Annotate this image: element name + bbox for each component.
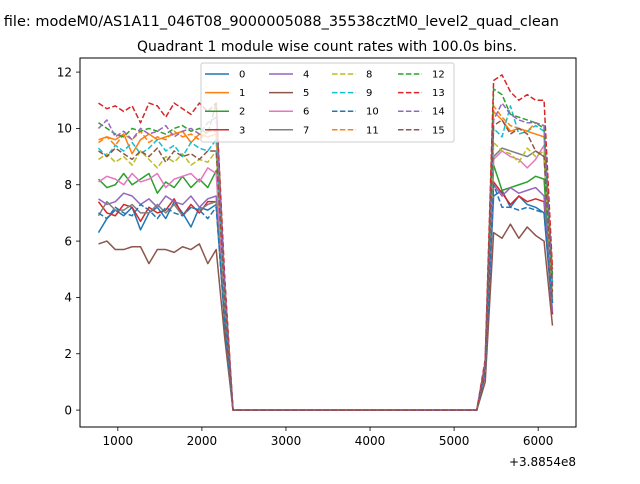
legend-label-2: 2 bbox=[239, 107, 245, 118]
legend-label-7: 7 bbox=[303, 125, 309, 136]
figure-suptitle: n file: modeM0/AS1A11_046T08_9000005088_… bbox=[0, 14, 559, 30]
legend-label-12: 12 bbox=[432, 70, 445, 81]
legend-label-3: 3 bbox=[239, 125, 245, 136]
legend-label-1: 1 bbox=[239, 88, 245, 99]
y-tick-label: 8 bbox=[64, 178, 72, 192]
legend-label-4: 4 bbox=[303, 70, 309, 81]
y-tick-label: 6 bbox=[64, 234, 72, 248]
series-line-15 bbox=[98, 119, 554, 411]
legend-label-6: 6 bbox=[303, 107, 309, 118]
x-tick-label: 2000 bbox=[187, 434, 218, 448]
y-tick-label: 10 bbox=[57, 122, 72, 136]
legend-label-11: 11 bbox=[366, 125, 379, 136]
y-tick-label: 12 bbox=[57, 65, 72, 79]
y-tick-label: 2 bbox=[64, 347, 72, 361]
legend-label-14: 14 bbox=[432, 107, 445, 118]
legend-label-9: 9 bbox=[366, 88, 372, 99]
x-axis: 1000 2000 3000 4000 5000 6000 bbox=[103, 427, 554, 448]
x-axis-offset-label: +3.8854e8 bbox=[509, 455, 576, 469]
plot-frame bbox=[79, 57, 577, 428]
legend-box bbox=[200, 62, 455, 143]
plot-lines bbox=[97, 74, 554, 411]
y-tick-label: 4 bbox=[64, 291, 72, 305]
chart-title: Quadrant 1 module wise count rates with … bbox=[137, 39, 517, 55]
x-tick-label: 1000 bbox=[103, 434, 134, 448]
y-axis: 0 2 4 6 8 10 12 bbox=[57, 65, 80, 417]
legend-label-10: 10 bbox=[366, 107, 379, 118]
x-tick-label: 3000 bbox=[271, 434, 302, 448]
legend-label-13: 13 bbox=[432, 88, 445, 99]
series-line-5 bbox=[98, 223, 554, 411]
y-tick-label: 0 bbox=[64, 403, 72, 417]
legend-label-0: 0 bbox=[239, 70, 245, 81]
legend-label-8: 8 bbox=[366, 70, 372, 81]
series-line-14 bbox=[97, 102, 554, 411]
legend-label-15: 15 bbox=[432, 125, 445, 136]
x-tick-label: 5000 bbox=[439, 434, 470, 448]
x-tick-label: 6000 bbox=[523, 434, 554, 448]
legend-label-5: 5 bbox=[303, 88, 309, 99]
x-tick-label: 4000 bbox=[355, 434, 386, 448]
